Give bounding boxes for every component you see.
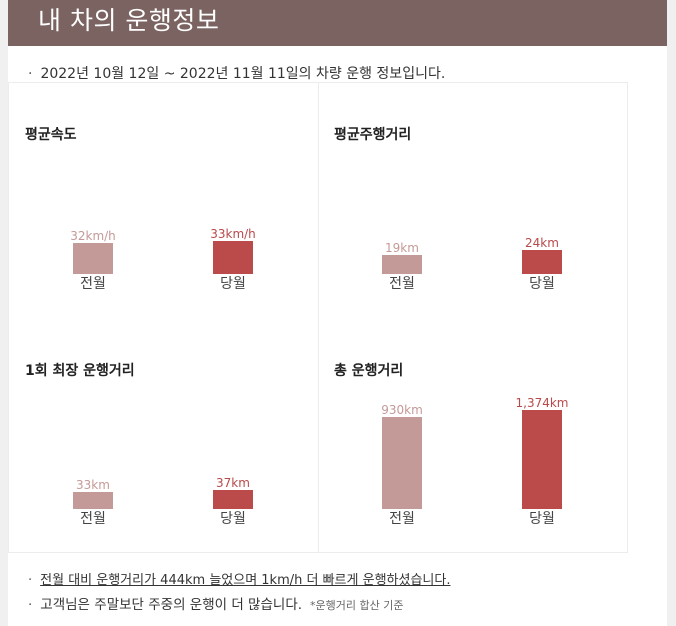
bullet-icon: · <box>28 66 33 82</box>
bullet-icon: · <box>28 573 33 588</box>
weekday-text: 고객님은 주말보단 주중의 운행이 더 많습니다. <box>40 597 303 613</box>
total-distance-prev-value: 930km <box>381 403 423 417</box>
average-speed-cur-label: 당월 <box>220 276 246 292</box>
average-distance-prev-label: 전월 <box>389 276 415 292</box>
total-distance-cur-label: 당월 <box>529 511 555 527</box>
total-distance-prev-label: 전월 <box>389 511 415 527</box>
longest-trip-prev-label: 전월 <box>80 511 106 527</box>
summary-note-weekday: · 고객님은 주말보단 주중의 운행이 더 많습니다. *운행거리 합산 기준 <box>28 596 403 615</box>
card-title-longest-trip: 1회 최장 운행거리 <box>25 363 135 379</box>
card-title-average-distance: 평균주행거리 <box>334 127 412 143</box>
longest-trip-cur-label: 당월 <box>220 511 246 527</box>
panel-divider <box>318 83 319 552</box>
total-distance-cur-bar <box>522 410 562 509</box>
average-distance-prev-value: 19km <box>385 241 419 255</box>
page-title: 내 차의 운행정보 <box>38 6 220 35</box>
driving-info-page: 내 차의 운행정보 · 2022년 10월 12일 ~ 2022년 11월 11일… <box>8 0 667 626</box>
average-distance-cur-label: 당월 <box>529 276 555 292</box>
basis-note: *운행거리 합산 기준 <box>310 599 404 612</box>
average-distance-cur-bar <box>522 250 562 274</box>
average-distance-cur-value: 24km <box>525 236 559 250</box>
period-text: · 2022년 10월 12일 ~ 2022년 11월 11일의 차량 운행 정보… <box>28 64 445 84</box>
card-title-average-speed: 평균속도 <box>25 127 77 143</box>
average-speed-prev-bar <box>73 243 113 274</box>
average-distance-prev-bar <box>382 255 422 274</box>
stats-panel: 평균속도 32km/h 전월 33km/h 당월 평균주행거리 19km 전월 … <box>8 82 628 553</box>
summary-note-comparison: · 전월 대비 운행거리가 444km 늘었으며 1km/h 더 빠르게 운행하셨… <box>28 572 450 590</box>
bullet-icon: · <box>28 597 33 613</box>
average-speed-cur-value: 33km/h <box>210 227 256 241</box>
period-label: 2022년 10월 12일 ~ 2022년 11월 11일의 차량 운행 정보입… <box>40 66 446 82</box>
longest-trip-cur-bar <box>213 490 253 509</box>
page-header: 내 차의 운행정보 <box>8 0 667 46</box>
comparison-text: 전월 대비 운행거리가 444km 늘었으며 1km/h 더 빠르게 운행하셨습… <box>40 573 451 588</box>
total-distance-prev-bar <box>382 417 422 509</box>
total-distance-cur-value: 1,374km <box>515 396 569 410</box>
longest-trip-prev-bar <box>73 492 113 509</box>
average-speed-cur-bar <box>213 241 253 274</box>
longest-trip-cur-value: 37km <box>216 476 250 490</box>
average-speed-prev-value: 32km/h <box>70 229 116 243</box>
longest-trip-prev-value: 33km <box>76 478 110 492</box>
card-title-total-distance: 총 운행거리 <box>334 363 404 379</box>
average-speed-prev-label: 전월 <box>80 276 106 292</box>
